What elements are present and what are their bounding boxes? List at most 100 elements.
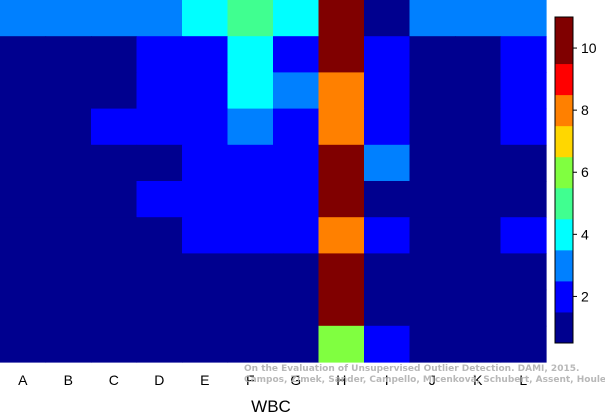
heatmap-cell-K-2 (455, 36, 502, 73)
x-tick-label-l: L (519, 372, 527, 388)
heatmap-cell-D-4 (136, 108, 183, 146)
heatmap-cell-I-3 (364, 72, 411, 110)
heatmap-cell-A-2 (0, 36, 47, 73)
heatmap-cell-L-1 (500, 0, 547, 37)
heatmap-cell-G-4 (273, 108, 320, 146)
heatmap-cell-C-4 (91, 108, 138, 146)
colorbar-tick-label-6: 6 (581, 164, 589, 180)
heatmap-cell-J-6 (409, 181, 456, 218)
heatmap-cell-B-9 (45, 289, 92, 327)
heatmap-cell-L-5 (500, 144, 547, 182)
heatmap-cell-H-8 (318, 253, 365, 291)
heatmap-cell-J-7 (409, 217, 456, 254)
heatmap-cell-D-3 (136, 72, 183, 110)
x-tick-label-k: K (473, 372, 483, 388)
heatmap-cell-L-6 (500, 181, 547, 218)
heatmap-cell-D-9 (136, 289, 183, 327)
heatmap-cell-B-1 (45, 0, 92, 37)
heatmap-cell-C-8 (91, 253, 138, 291)
heatmap-cell-D-8 (136, 253, 183, 291)
colorbar (554, 16, 574, 344)
colorbar-tick-label-10: 10 (581, 40, 597, 56)
heatmap-cell-F-5 (227, 144, 274, 182)
heatmap-cell-I-8 (364, 253, 411, 291)
heatmap-cell-F-4 (227, 108, 274, 146)
heatmap-cell-B-5 (45, 144, 92, 182)
heatmap-cell-D-1 (136, 0, 183, 37)
heatmap-cell-D-7 (136, 217, 183, 254)
heatmap-cell-I-5 (364, 144, 411, 182)
x-tick-label-g: G (290, 372, 301, 388)
heatmap-cell-K-3 (455, 72, 502, 110)
x-tick-label-h: H (336, 372, 346, 388)
heatmap-cell-G-10 (273, 325, 320, 363)
heatmap-cell-K-9 (455, 289, 502, 327)
heatmap-cell-K-6 (455, 181, 502, 218)
colorbar-segment-4 (555, 218, 573, 251)
x-tick-label-a: A (18, 372, 28, 388)
colorbar-segment-3 (555, 249, 573, 282)
heatmap-cell-E-5 (182, 144, 229, 182)
heatmap-cell-B-3 (45, 72, 92, 110)
heatmap-cell-C-10 (91, 325, 138, 363)
heatmap-cell-L-4 (500, 108, 547, 146)
heatmap-cell-C-9 (91, 289, 138, 327)
colorbar-tick-label-4: 4 (581, 226, 589, 242)
heatmap-cell-C-6 (91, 181, 138, 218)
heatmap-cell-J-3 (409, 72, 456, 110)
heatmap-cell-B-6 (45, 181, 92, 218)
heatmap-cell-L-7 (500, 217, 547, 254)
heatmap-cell-E-2 (182, 36, 229, 73)
heatmap-cell-E-7 (182, 217, 229, 254)
heatmap-cell-G-5 (273, 144, 320, 182)
heatmap-cell-L-10 (500, 325, 547, 363)
heatmap-cell-E-3 (182, 72, 229, 110)
heatmap-cell-H-10 (318, 325, 365, 363)
colorbar-segment-6 (555, 156, 573, 189)
heatmap-cell-L-9 (500, 289, 547, 327)
heatmap-cell-A-5 (0, 144, 47, 182)
heatmap-cell-A-10 (0, 325, 47, 363)
heatmap-cell-I-9 (364, 289, 411, 327)
heatmap-cell-C-1 (91, 0, 138, 37)
heatmap-cell-B-4 (45, 108, 92, 146)
heatmap-cell-A-1 (0, 0, 47, 37)
heatmap-cell-F-2 (227, 36, 274, 73)
heatmap-cell-G-6 (273, 181, 320, 218)
heatmap-cell-B-10 (45, 325, 92, 363)
heatmap-cell-H-5 (318, 144, 365, 182)
heatmap-cell-C-3 (91, 72, 138, 110)
heatmap-cell-D-5 (136, 144, 183, 182)
heatmap-cell-D-2 (136, 36, 183, 73)
heatmap-cell-A-4 (0, 108, 47, 146)
x-axis-title: WBC (251, 397, 291, 413)
heatmap-cell-F-3 (227, 72, 274, 110)
heatmap-cell-F-9 (227, 289, 274, 327)
heatmap-cell-K-7 (455, 217, 502, 254)
heatmap-cell-B-8 (45, 253, 92, 291)
heatmap-cell-K-5 (455, 144, 502, 182)
heatmap-cell-E-9 (182, 289, 229, 327)
watermark-line-2: Campos, Zimek, Sander, Campello, Micenko… (244, 375, 605, 385)
colorbar-segment-1 (555, 311, 573, 344)
heatmap-cell-C-2 (91, 36, 138, 73)
heatmap-cell-I-4 (364, 108, 411, 146)
heatmap-cell-E-1 (182, 0, 229, 37)
heatmap-cell-G-7 (273, 217, 320, 254)
heatmap-cell-H-6 (318, 181, 365, 218)
heatmap-cell-H-2 (318, 36, 365, 73)
heatmap-cell-D-6 (136, 181, 183, 218)
x-tick-label-f: F (246, 372, 255, 388)
heatmap-cell-D-10 (136, 325, 183, 363)
heatmap-cell-I-6 (364, 181, 411, 218)
heatmap-cell-L-2 (500, 36, 547, 73)
colorbar-border (554, 16, 574, 344)
heatmap-cell-C-7 (91, 217, 138, 254)
heatmap-cell-E-6 (182, 181, 229, 218)
colorbar-segment-7 (555, 125, 573, 158)
heatmap-cell-H-4 (318, 108, 365, 146)
x-tick-label-c: C (109, 372, 119, 388)
heatmap-cell-F-7 (227, 217, 274, 254)
heatmap-cell-G-8 (273, 253, 320, 291)
